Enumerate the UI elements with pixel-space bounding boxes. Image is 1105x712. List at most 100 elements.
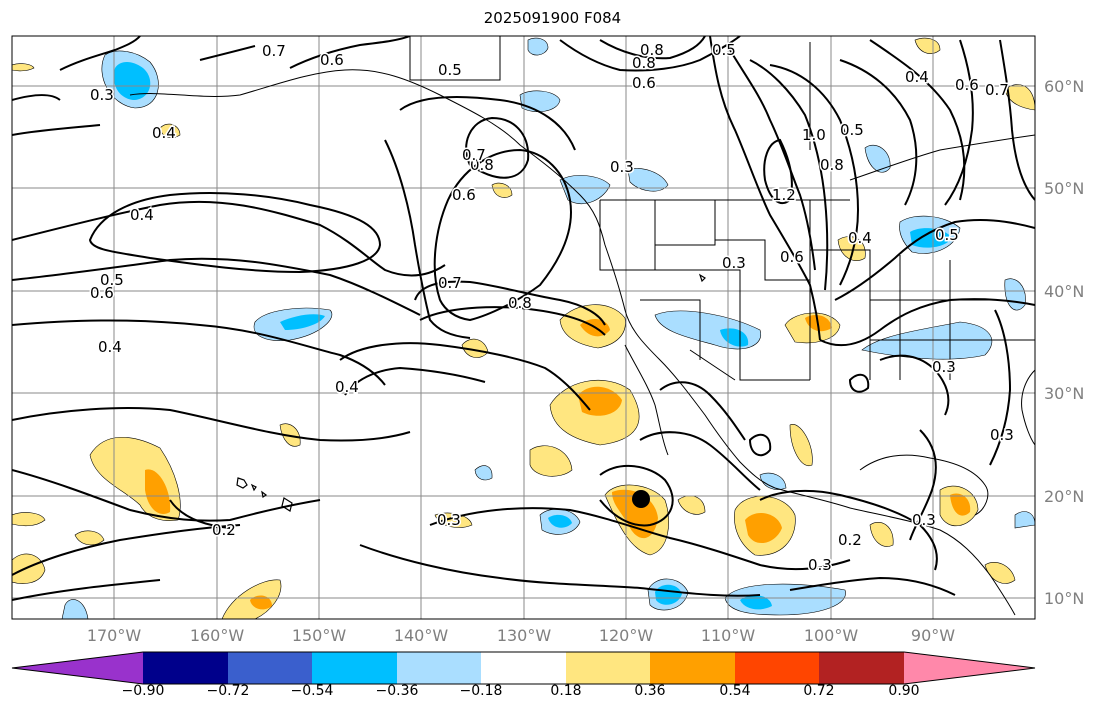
positive-anomaly-area (491, 182, 513, 198)
colorbar-extend-low (12, 652, 143, 684)
contour-label: 0.3 (722, 254, 746, 272)
colorbar-tick-label: −0.72 (206, 683, 250, 699)
location-marker (632, 490, 650, 508)
lon-label: 100°W (803, 626, 859, 645)
contour-label: 0.7 (262, 42, 286, 60)
lat-label: 40°N (1044, 282, 1085, 301)
negative-anomaly-core (740, 595, 772, 610)
contour-label: 0.4 (335, 378, 359, 396)
contour-label: 0.3 (90, 86, 114, 104)
positive-anomaly-area (159, 123, 181, 138)
positive-anomaly-area (789, 424, 813, 467)
positive-anomaly-area (837, 236, 866, 261)
contour-label: 0.8 (640, 41, 664, 59)
contour-label: 0.7 (462, 146, 486, 164)
contour-label: 0.3 (610, 158, 634, 176)
contour-label: 0.8 (508, 294, 532, 312)
colorbar-extend-high (904, 652, 1035, 684)
colorbar-tick-label: 0.18 (550, 683, 582, 699)
contour-label: 0.3 (932, 358, 956, 376)
positive-anomaly-core (250, 595, 272, 610)
colorbar-segment (650, 652, 735, 684)
lon-label: 170°W (86, 626, 142, 645)
contour-label: 0.5 (840, 121, 864, 139)
positive-anomaly-area (12, 63, 35, 72)
contour-label: 0.4 (130, 206, 154, 224)
lon-label: 110°W (700, 626, 756, 645)
negative-anomaly-core (720, 328, 749, 347)
contour-label: 0.5 (935, 226, 959, 244)
islands (236, 273, 706, 512)
contour-label: 0.5 (712, 41, 736, 59)
colorbar-segment (397, 652, 481, 684)
colorbar-segment (566, 652, 650, 684)
contour-labels: 0.7 0.6 0.5 0.8 0.8 0.6 0.5 0.4 0.6 0.7 … (89, 40, 1016, 576)
negative-anomaly-area (627, 168, 669, 192)
colorbar-tick-label: −0.54 (290, 683, 334, 699)
negative-anomaly-area (527, 37, 549, 56)
contour-label: 0.6 (780, 248, 804, 266)
colorbar (11, 651, 1036, 685)
negative-anomaly-area (474, 465, 493, 481)
contour-label: 0.8 (632, 54, 656, 72)
positive-anomaly-area (12, 553, 46, 584)
contour-label: 0.6 (320, 51, 344, 69)
contour-label: 0.7 (985, 81, 1009, 99)
positive-anomaly-area (434, 512, 473, 528)
contour-label: 0.6 (955, 76, 979, 94)
colorbar-segment (819, 652, 904, 684)
contour-label: 0.7 (438, 274, 462, 292)
positive-anomaly-area (914, 37, 941, 54)
colorbar-tick-label: −0.90 (121, 683, 165, 699)
positive-anomaly-area (74, 530, 105, 546)
positive-anomaly-area (869, 522, 894, 547)
lon-label: 90°W (910, 626, 956, 645)
contour-label: 0.2 (838, 531, 862, 549)
lon-label: 130°W (496, 626, 552, 645)
contour-label: 0.8 (470, 156, 494, 174)
contour-label: 0.5 (438, 61, 462, 79)
negative-anomaly-area (864, 144, 891, 173)
positive-anomaly-core (950, 493, 971, 516)
contour-label: 0.6 (90, 284, 114, 302)
negative-anomaly-area (861, 321, 993, 360)
contour-label: 1.2 (772, 186, 796, 204)
contour-label: 0.3 (808, 556, 832, 574)
lat-label: 20°N (1044, 487, 1085, 506)
lat-label: 50°N (1044, 179, 1085, 198)
negative-anomaly-area (1014, 511, 1035, 529)
colorbar-segment (143, 652, 228, 684)
colorbar-segment (312, 652, 397, 684)
contour-label: 0.6 (632, 74, 656, 92)
positive-anomaly-core (145, 469, 171, 514)
contour-label: 1.0 (802, 126, 826, 144)
negative-anomaly-core (548, 514, 572, 528)
colorbar-segment (735, 652, 819, 684)
map-frame (11, 35, 1036, 620)
negative-anomaly-area (759, 472, 787, 490)
lat-label: 60°N (1044, 77, 1085, 96)
contour-label: 0.3 (990, 426, 1014, 444)
colorbar-segment (228, 652, 312, 684)
colorbar-tick-label: −0.18 (459, 683, 503, 699)
lon-label: 120°W (598, 626, 654, 645)
colorbar-tick-label: −0.36 (375, 683, 419, 699)
contour-label: 0.2 (212, 521, 236, 539)
contour-label: 0.5 (100, 271, 124, 289)
negative-anomaly-core (280, 314, 325, 330)
lat-label: 10°N (1044, 589, 1085, 608)
contour-label: 0.4 (152, 124, 176, 142)
lon-label: 160°W (189, 626, 245, 645)
contour-lines (12, 36, 1035, 601)
negative-anomaly-core (113, 62, 151, 100)
lon-label: 150°W (291, 626, 347, 645)
contour-label: 0.4 (905, 68, 929, 86)
lat-label: 30°N (1044, 384, 1085, 403)
contour-label: 0.4 (98, 338, 122, 356)
negative-anomaly-area (61, 599, 89, 619)
map-title: 2025091900 F084 (483, 9, 622, 27)
positive-anomaly-area (12, 512, 46, 527)
colorbar-tick-label: 0.36 (634, 683, 666, 699)
negative-anomaly-area (559, 175, 611, 205)
